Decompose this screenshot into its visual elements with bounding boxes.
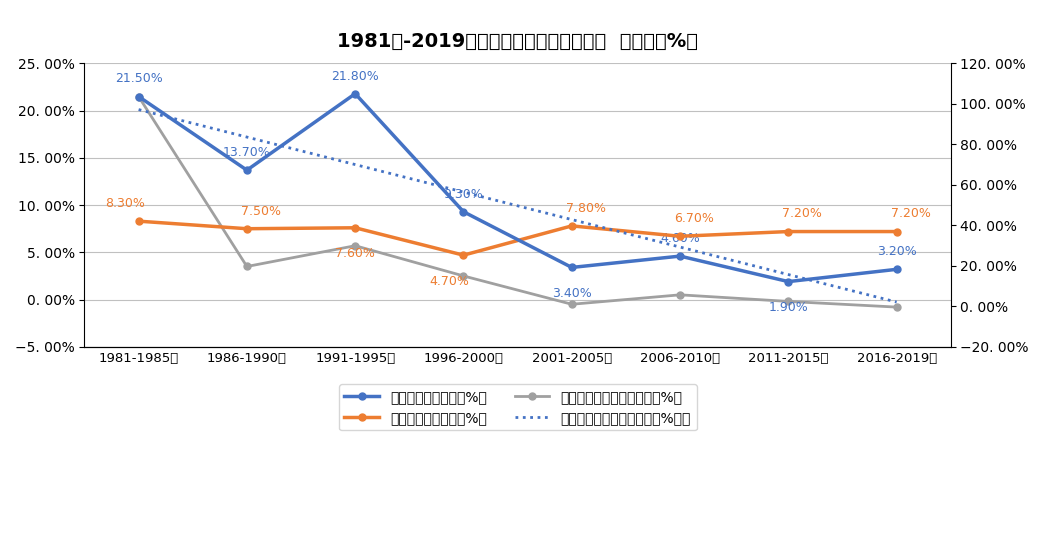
常住人口年均增速（%） (349, 90, 361, 97)
常住人口年均增速（%） (782, 278, 794, 285)
线性（常住人口年均增速（%）） (240, 134, 253, 141)
线性（常住人口年均增速（%）） (891, 298, 903, 305)
户籍人口年均增速（%） (133, 218, 145, 225)
Text: 21.50%: 21.50% (115, 72, 163, 86)
Text: 3.20%: 3.20% (877, 245, 917, 258)
线性（常住人口年均增速（%）） (457, 189, 470, 195)
非户籍常住人口年均增速（%） (891, 304, 903, 310)
Line: 线性（常住人口年均增速（%））: 线性（常住人口年均增速（%）） (139, 110, 897, 302)
Title: 1981年-2019年深圳市年均人口增长情况  （单位：%）: 1981年-2019年深圳市年均人口增长情况 （单位：%） (337, 32, 698, 51)
常住人口年均增速（%） (240, 167, 253, 174)
户籍人口年均增速（%） (782, 228, 794, 235)
常住人口年均增速（%） (133, 93, 145, 100)
Line: 户籍人口年均增速（%）: 户籍人口年均增速（%） (135, 218, 900, 259)
非户籍常住人口年均增速（%） (566, 301, 578, 307)
Text: 7.50%: 7.50% (241, 204, 281, 218)
户籍人口年均增速（%） (566, 222, 578, 229)
户籍人口年均增速（%） (349, 225, 361, 231)
Text: 4.60%: 4.60% (660, 232, 699, 245)
Line: 非户籍常住人口年均增速（%）: 非户籍常住人口年均增速（%） (135, 93, 900, 311)
Text: 9.30%: 9.30% (444, 188, 483, 200)
Legend: 常住人口年均增速（%）, 户籍人口年均增速（%）, 非户籍常住人口年均增速（%）, 线性（常住人口年均增速（%））: 常住人口年均增速（%）, 户籍人口年均增速（%）, 非户籍常住人口年均增速（%）… (338, 384, 696, 431)
线性（常住人口年均增速（%）） (673, 244, 686, 250)
户籍人口年均增速（%） (891, 228, 903, 235)
Text: 8.30%: 8.30% (104, 197, 145, 210)
线性（常住人口年均增速（%）） (133, 106, 145, 113)
常住人口年均增速（%） (891, 266, 903, 273)
线性（常住人口年均增速（%）） (782, 271, 794, 278)
Text: 3.40%: 3.40% (552, 287, 592, 300)
非户籍常住人口年均增速（%） (457, 273, 470, 279)
Text: 7.20%: 7.20% (891, 207, 930, 221)
非户籍常住人口年均增速（%） (240, 263, 253, 270)
线性（常住人口年均增速（%）） (566, 216, 578, 223)
Text: 21.80%: 21.80% (331, 69, 379, 82)
非户籍常住人口年均增速（%） (782, 298, 794, 305)
非户籍常住人口年均增速（%） (133, 93, 145, 100)
非户籍常住人口年均增速（%） (349, 242, 361, 249)
Text: 13.70%: 13.70% (223, 146, 270, 159)
常住人口年均增速（%） (673, 253, 686, 259)
户籍人口年均增速（%） (673, 233, 686, 240)
户籍人口年均增速（%） (240, 225, 253, 232)
Text: 4.70%: 4.70% (430, 274, 470, 288)
常住人口年均增速（%） (457, 208, 470, 215)
Text: 7.20%: 7.20% (782, 207, 823, 221)
Text: 6.70%: 6.70% (674, 212, 714, 225)
非户籍常住人口年均增速（%） (673, 291, 686, 298)
Text: 7.60%: 7.60% (335, 247, 375, 260)
Line: 常住人口年均增速（%）: 常住人口年均增速（%） (135, 90, 900, 285)
线性（常住人口年均增速（%）） (349, 161, 361, 168)
户籍人口年均增速（%） (457, 252, 470, 259)
Text: 1.90%: 1.90% (768, 301, 808, 314)
Text: 7.80%: 7.80% (566, 202, 606, 215)
常住人口年均增速（%） (566, 264, 578, 271)
